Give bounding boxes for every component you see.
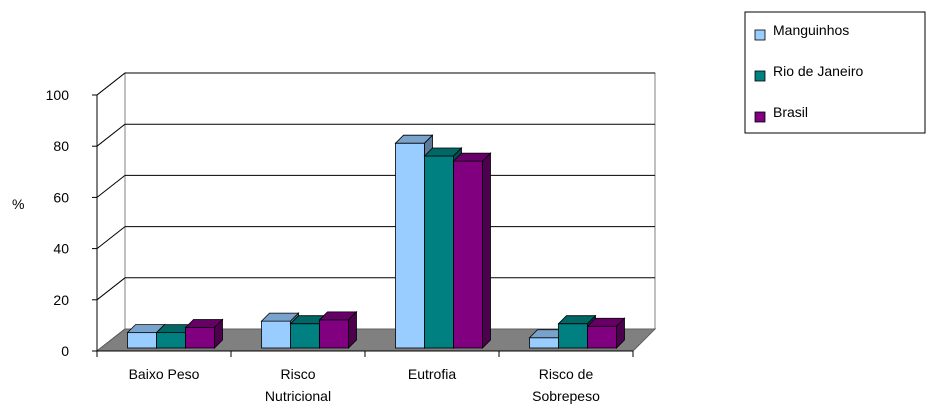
gridline-depth — [96, 226, 126, 249]
side-wall — [96, 71, 126, 353]
bar — [586, 317, 626, 349]
x-tick-label-line: Risco — [280, 366, 315, 382]
legend-label: Manguinhos — [773, 22, 849, 38]
axes — [92, 94, 634, 357]
tick-labels: 0 20 40 60 80 100 Baixo Peso Risco Nutricional Eu… — [46, 87, 600, 404]
y-axis-label: % — [12, 196, 24, 212]
x-tick-label: Eutrofia — [408, 366, 456, 382]
gridline-depth — [96, 123, 126, 147]
bar-front — [424, 155, 454, 349]
legend-swatch — [754, 111, 766, 123]
legend-label: Brasil — [773, 104, 808, 120]
bar-front — [587, 325, 617, 349]
chart-walls — [96, 71, 656, 353]
gridline-depth — [96, 72, 126, 96]
bar-side — [214, 318, 223, 349]
bar — [318, 310, 358, 349]
gridlines — [96, 72, 655, 352]
bar-front — [395, 142, 425, 349]
legend-swatch — [754, 70, 766, 82]
x-tick-label: Baixo Peso — [129, 366, 200, 382]
bar — [452, 152, 492, 349]
bar-side — [482, 152, 491, 349]
x-tick-label-line: Nutricional — [265, 388, 331, 404]
gridline-depth — [96, 277, 126, 301]
y-tick-label: 20 — [53, 292, 69, 308]
x-tick-label-line: Sobrepeso — [532, 388, 600, 404]
x-tick-label-line: Eutrofia — [408, 366, 456, 382]
bar-front — [185, 327, 215, 349]
bar-side — [616, 317, 625, 349]
back-wall — [124, 72, 656, 330]
y-tick-label: 100 — [46, 87, 70, 103]
bar-front — [127, 332, 157, 349]
y-tick-label: 0 — [61, 343, 69, 359]
bar-front — [453, 160, 483, 349]
bar-front — [290, 323, 320, 349]
legend: Manguinhos Rio de Janeiro Brasil — [744, 11, 926, 134]
legend-swatch — [754, 29, 766, 41]
bar-front — [529, 337, 559, 349]
x-tick-label-line: Risco de — [539, 366, 594, 382]
bar-front — [156, 332, 186, 349]
bar-side — [348, 310, 357, 349]
legend-box — [744, 11, 926, 134]
y-tick-label: 60 — [53, 189, 69, 205]
legend-label: Rio de Janeiro — [773, 63, 863, 79]
bar-front — [261, 320, 291, 349]
bar-front — [319, 319, 349, 349]
y-tick-label: 80 — [53, 138, 69, 154]
bar — [184, 318, 224, 349]
x-tick-label-line: Baixo Peso — [129, 366, 200, 382]
bar-front — [558, 323, 588, 349]
y-tick-label: 40 — [53, 241, 69, 257]
bars — [126, 134, 626, 349]
x-tick-label: Risco de Sobrepeso — [532, 366, 600, 404]
x-tick-label: Risco Nutricional — [265, 366, 331, 404]
gridline-depth — [96, 175, 126, 198]
